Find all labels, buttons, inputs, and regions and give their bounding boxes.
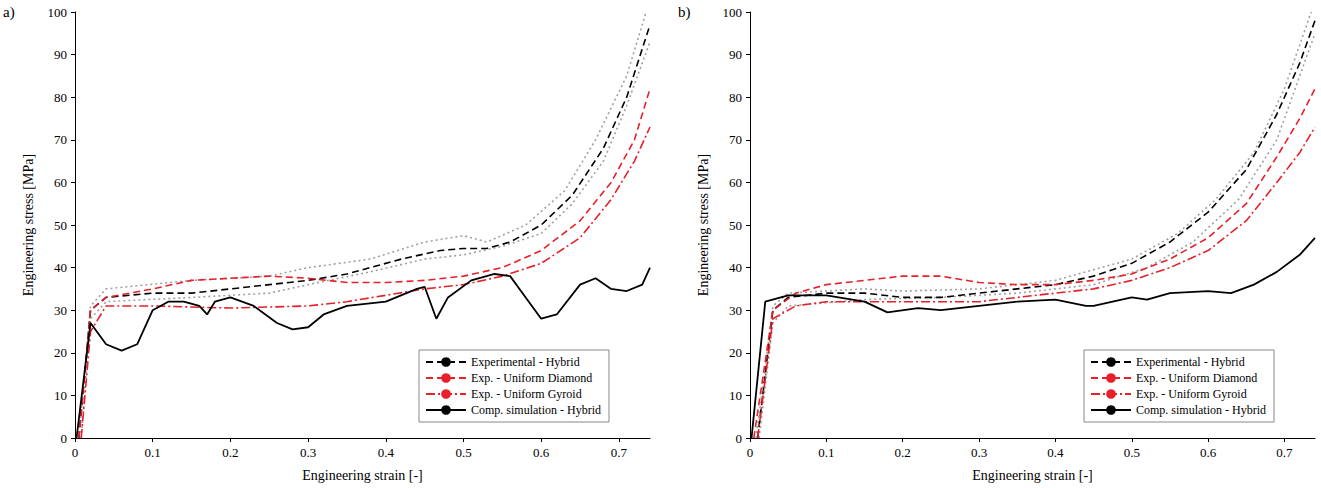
svg-text:Experimental - Hybrid: Experimental - Hybrid — [471, 355, 580, 369]
svg-text:0.2: 0.2 — [222, 445, 238, 460]
svg-text:60: 60 — [729, 175, 742, 190]
svg-text:0: 0 — [736, 431, 743, 446]
svg-text:40: 40 — [54, 260, 67, 275]
svg-text:0.3: 0.3 — [300, 445, 316, 460]
svg-text:Exp. - Uniform Diamond: Exp. - Uniform Diamond — [1136, 371, 1257, 385]
svg-text:30: 30 — [54, 303, 67, 318]
svg-text:0.7: 0.7 — [1276, 445, 1293, 460]
svg-text:60: 60 — [54, 175, 67, 190]
svg-text:0.6: 0.6 — [533, 445, 550, 460]
svg-text:0.7: 0.7 — [611, 445, 628, 460]
svg-text:50: 50 — [54, 218, 67, 233]
svg-text:100: 100 — [48, 5, 68, 20]
svg-text:50: 50 — [729, 218, 742, 233]
svg-text:40: 40 — [729, 260, 742, 275]
svg-text:Exp. - Uniform Diamond: Exp. - Uniform Diamond — [471, 371, 592, 385]
svg-text:80: 80 — [729, 90, 742, 105]
svg-text:Experimental - Hybrid: Experimental - Hybrid — [1136, 355, 1245, 369]
svg-text:Exp. - Uniform Gyroid: Exp. - Uniform Gyroid — [1136, 387, 1247, 401]
svg-text:0.1: 0.1 — [145, 445, 161, 460]
svg-text:70: 70 — [54, 132, 67, 147]
svg-text:0: 0 — [61, 431, 68, 446]
svg-text:0: 0 — [72, 445, 79, 460]
svg-text:0: 0 — [747, 445, 754, 460]
svg-text:90: 90 — [54, 47, 67, 62]
svg-text:Engineering stress [MPa]: Engineering stress [MPa] — [21, 154, 36, 296]
svg-text:a): a) — [3, 4, 15, 21]
svg-text:0.4: 0.4 — [378, 445, 395, 460]
svg-text:30: 30 — [729, 303, 742, 318]
svg-text:Comp. simulation - Hybrid: Comp. simulation - Hybrid — [1136, 403, 1266, 417]
svg-text:Engineering strain [-]: Engineering strain [-] — [972, 468, 1093, 483]
svg-text:20: 20 — [729, 345, 742, 360]
svg-text:Exp. - Uniform Gyroid: Exp. - Uniform Gyroid — [471, 387, 582, 401]
svg-text:Engineering strain [-]: Engineering strain [-] — [302, 468, 423, 483]
svg-text:Engineering stress [MPa]: Engineering stress [MPa] — [696, 154, 711, 296]
svg-text:0.3: 0.3 — [971, 445, 987, 460]
svg-text:70: 70 — [729, 132, 742, 147]
svg-text:90: 90 — [729, 47, 742, 62]
svg-text:100: 100 — [723, 5, 743, 20]
svg-text:0.5: 0.5 — [455, 445, 471, 460]
svg-text:0.6: 0.6 — [1200, 445, 1217, 460]
svg-text:b): b) — [678, 4, 691, 21]
svg-text:0.1: 0.1 — [818, 445, 834, 460]
svg-text:10: 10 — [729, 388, 742, 403]
svg-text:20: 20 — [54, 345, 67, 360]
svg-text:0.5: 0.5 — [1124, 445, 1140, 460]
svg-text:10: 10 — [54, 388, 67, 403]
svg-text:80: 80 — [54, 90, 67, 105]
svg-text:Comp. simulation - Hybrid: Comp. simulation - Hybrid — [471, 403, 601, 417]
svg-text:0.4: 0.4 — [1047, 445, 1064, 460]
svg-text:0.2: 0.2 — [895, 445, 911, 460]
